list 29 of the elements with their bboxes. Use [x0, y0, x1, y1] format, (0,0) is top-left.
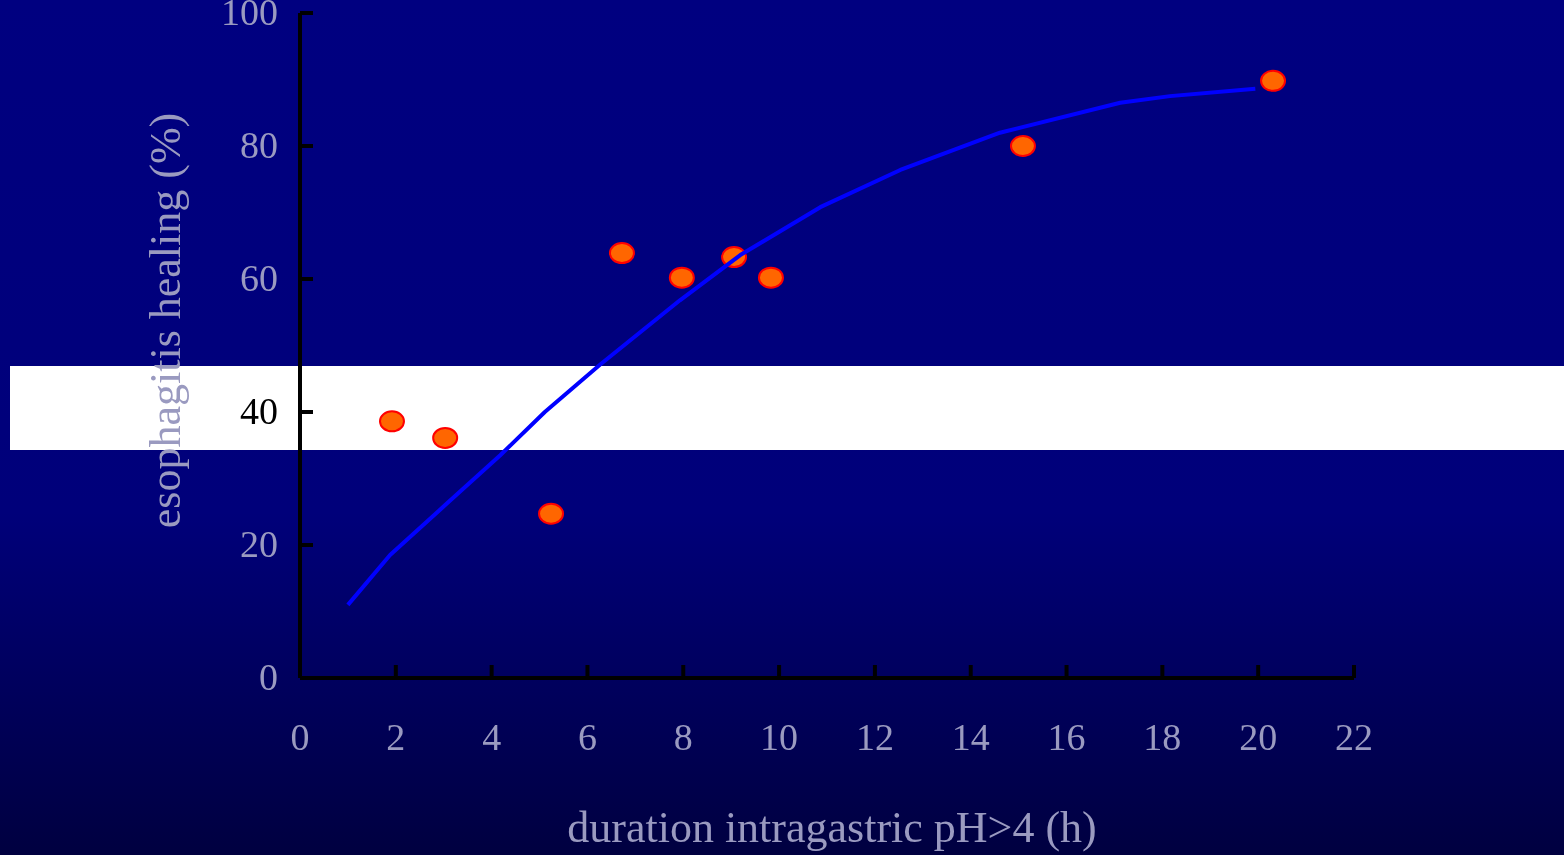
x-tick-label: 18	[1143, 716, 1182, 758]
x-tick-label: 8	[673, 716, 693, 758]
x-tick-label: 10	[760, 716, 799, 758]
x-tick-label: 22	[1335, 716, 1373, 758]
point	[608, 242, 635, 265]
y-tick-label: 60	[240, 257, 278, 299]
point	[432, 426, 459, 449]
point	[757, 266, 784, 289]
x-tick-label: 6	[577, 716, 597, 758]
y-axis-title: esophagitis healing (%)	[141, 112, 190, 529]
point	[1260, 69, 1287, 92]
y-tick-label: 40	[240, 390, 278, 432]
y-tick-label: 80	[240, 124, 278, 166]
x-tick-label: 16	[1047, 716, 1086, 758]
y-tick-label: 0	[259, 656, 278, 698]
x-tick-label: 20	[1239, 716, 1278, 758]
line-series	[345, 86, 1258, 607]
x-tick-label: 4	[482, 716, 502, 758]
point	[378, 410, 405, 433]
x-tick-label: 2	[386, 716, 406, 758]
x-tick-label: 0	[290, 716, 310, 758]
x-tick-label: 14	[951, 716, 990, 758]
point	[1009, 135, 1036, 157]
y-tick-label: 20	[240, 523, 278, 565]
point	[538, 502, 565, 525]
x-tick-label: 12	[855, 716, 894, 758]
y-tick-label: 100	[221, 0, 278, 33]
x-axis-title: duration intragastric pH>4 (h)	[567, 803, 1097, 852]
point	[668, 266, 695, 289]
